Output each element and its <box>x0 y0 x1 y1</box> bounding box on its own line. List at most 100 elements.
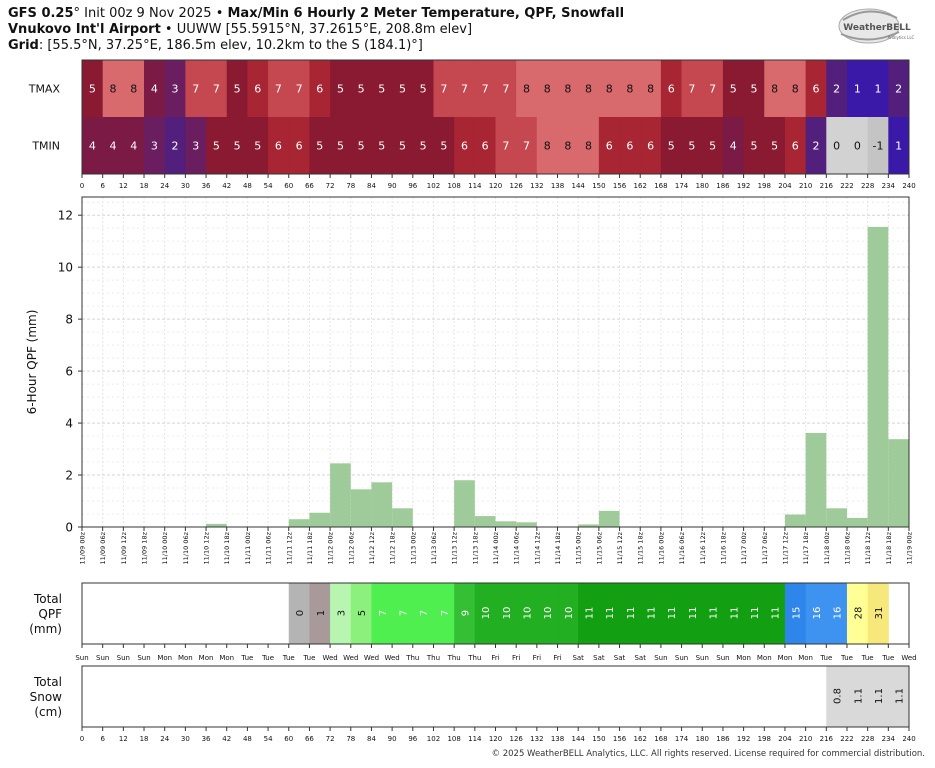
total-snow-xtick-label-2: 12 <box>119 735 128 743</box>
total-snow-xtick-label-20: 120 <box>489 735 502 743</box>
heat-cell-tmax-6 <box>206 60 228 117</box>
heat-row-label-tmin: TMIN <box>31 140 60 153</box>
total-snow-xtick-label-26: 156 <box>613 735 627 743</box>
total-qpf-day-label-33: Mon <box>757 654 772 662</box>
total-qpf-day-label-28: Sun <box>654 654 667 662</box>
heat-value-tmin-9: 6 <box>275 140 282 153</box>
heat-value-tmax-10: 7 <box>296 83 303 96</box>
heat-cell-tmin-35 <box>805 117 827 174</box>
total-qpf-value-14: 7 <box>378 610 389 616</box>
total-qpf-day-label-4: Mon <box>157 654 172 662</box>
station-info: • UUWW [55.5915°N, 37.2615°E, 208.8m ele… <box>160 22 473 37</box>
qpf-ytick-label-6: 12 <box>58 209 73 223</box>
total-snow-value-39: 1.1 <box>895 688 906 704</box>
total-qpf-value-10: 0 <box>295 610 306 616</box>
qpf-bar-35 <box>805 432 827 527</box>
heat-value-tmin-29: 5 <box>688 140 695 153</box>
heat-value-tmin-35: 2 <box>812 140 819 153</box>
total-snow-xtick-label-30: 180 <box>696 735 709 743</box>
total-snow-cell-38 <box>867 666 889 727</box>
heat-value-tmax-22: 8 <box>544 83 551 96</box>
temperature-heatmap: TMAX 5 8 8 4 3 7 7 5 6 7 7 6 5 5 5 5 5 7 7 7 7 8 8 8 8 8 8 8 6 7 7 5 5 8 8 6… <box>28 59 916 190</box>
heat-xtick-label-29: 174 <box>675 182 689 190</box>
total-qpf-cell-35 <box>805 583 827 644</box>
heat-cell-tmax-37 <box>846 60 869 117</box>
heat-value-tmin-19: 6 <box>482 140 489 153</box>
total-snow-cell-36 <box>826 666 848 727</box>
heat-value-tmin-26: 6 <box>626 140 633 153</box>
qpf-bar-21 <box>516 522 537 527</box>
qpf-xtick-label-40: 11/19 00z <box>906 531 914 564</box>
qpf-xtick-label-37: 11/18 06z <box>843 531 851 564</box>
heat-cell-tmin-11 <box>309 117 331 174</box>
total-snow-xtick-label-15: 90 <box>388 735 397 743</box>
total-snow-xtick-label-14: 84 <box>367 735 376 743</box>
total-qpf-day-label-12: Wed <box>322 654 337 662</box>
total-qpf-value-21: 10 <box>523 607 534 620</box>
total-qpf-day-label-30: Sun <box>696 654 709 662</box>
qpf-xtick-label-21: 11/14 06z <box>513 531 521 564</box>
heat-value-tmax-39: 2 <box>895 83 902 96</box>
copyright-notice: © 2025 WeatherBELL Analytics, LLC. All r… <box>491 749 925 759</box>
heat-value-tmax-4: 3 <box>172 83 179 96</box>
total-qpf-value-25: 11 <box>605 607 616 620</box>
heat-cell-tmin-15 <box>392 117 414 174</box>
qpf-bar-10 <box>288 519 310 527</box>
total-qpf-day-label-2: Sun <box>117 654 130 662</box>
heat-cell-tmin-30 <box>702 117 724 174</box>
heat-value-tmax-36: 2 <box>833 83 840 96</box>
heat-cell-tmax-18 <box>454 60 476 117</box>
total-qpf-day-label-34: Mon <box>778 654 793 662</box>
total-snow-frame <box>81 665 910 728</box>
heat-value-tmin-20: 7 <box>502 140 509 153</box>
heat-value-tmin-24: 8 <box>585 140 592 153</box>
heat-value-tmin-33: 5 <box>771 140 778 153</box>
heat-value-tmin-23: 8 <box>564 140 571 153</box>
total-qpf-value-13: 5 <box>357 610 368 616</box>
total-snow-xtick-label-27: 162 <box>634 735 647 743</box>
heat-xtick-label-15: 90 <box>388 182 397 190</box>
total-qpf-value-28: 11 <box>667 607 678 620</box>
heat-value-tmax-35: 6 <box>812 83 819 96</box>
total-qpf-cell-25 <box>598 583 621 644</box>
heat-xtick-label-24: 144 <box>572 182 586 190</box>
qpf-xtick-label-39: 11/18 18z <box>885 531 893 564</box>
total-snow-xtick-label-28: 168 <box>654 735 667 743</box>
heat-cell-tmax-17 <box>433 60 455 117</box>
total-qpf-day-label-21: Fri <box>512 654 520 662</box>
qpf-bar-34 <box>784 514 806 527</box>
heat-value-tmax-19: 7 <box>482 83 489 96</box>
heat-cell-tmin-13 <box>350 117 372 174</box>
total-qpf-row-label-0: Total <box>33 592 62 606</box>
heat-value-tmax-26: 8 <box>626 83 633 96</box>
heat-cell-tmin-27 <box>640 117 662 174</box>
total-qpf-cell-31 <box>722 583 745 644</box>
heat-value-tmax-37: 1 <box>854 83 861 96</box>
total-snow-xtick-label-23: 138 <box>551 735 564 743</box>
qpf-ytick-label-1: 2 <box>65 469 73 483</box>
heat-cell-tmin-38 <box>867 117 889 174</box>
total-snow-xtick-label-16: 96 <box>408 735 417 743</box>
heat-xtick-label-7: 42 <box>222 182 231 190</box>
qpf-xtick-label-35: 11/17 18z <box>802 531 810 564</box>
heat-cell-tmin-24 <box>578 117 600 174</box>
grid-info: : [55.5°N, 37.25°E, 186.5m elev, 10.2km … <box>38 38 423 53</box>
total-qpf-cell-15 <box>392 583 414 644</box>
heat-cell-tmin-10 <box>288 117 310 174</box>
qpf-xtick-label-5: 11/10 06z <box>182 531 190 564</box>
total-qpf-cell-18 <box>454 583 476 644</box>
heat-value-tmax-7: 5 <box>234 83 241 96</box>
qpf-bar-24 <box>578 524 599 527</box>
qpf-xtick-label-30: 11/16 12z <box>699 531 707 564</box>
qpf-xtick-label-2: 11/09 12z <box>120 531 128 564</box>
heat-xtick-label-21: 126 <box>509 182 523 190</box>
total-qpf-value-24: 11 <box>585 607 596 620</box>
heat-xtick-label-26: 156 <box>613 182 627 190</box>
heat-cell-tmax-25 <box>598 60 621 117</box>
qpf-ytick-label-4: 8 <box>65 313 73 327</box>
heat-cell-tmax-0 <box>82 60 104 117</box>
heat-cell-tmax-32 <box>743 60 765 117</box>
qpf-bar-20 <box>495 521 517 527</box>
total-qpf-cell-27 <box>640 583 662 644</box>
heat-cell-tmax-28 <box>660 60 683 117</box>
